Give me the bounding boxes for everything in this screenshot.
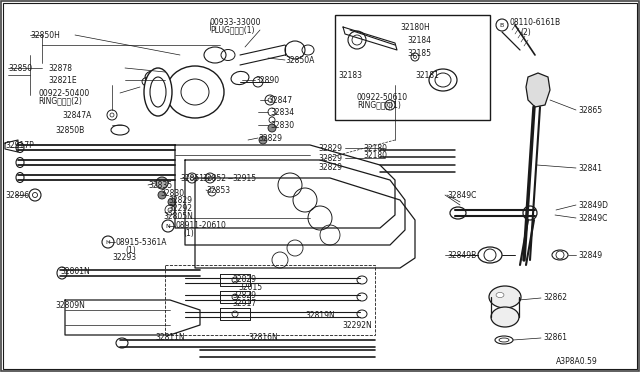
Ellipse shape — [491, 307, 519, 327]
Text: 32850: 32850 — [8, 64, 32, 73]
Text: 32861: 32861 — [543, 334, 567, 343]
Text: 32849C: 32849C — [447, 190, 476, 199]
Bar — [335, 15, 490, 120]
Text: 32847: 32847 — [268, 96, 292, 105]
Ellipse shape — [57, 267, 67, 279]
Ellipse shape — [144, 68, 172, 116]
Text: 32850B: 32850B — [55, 125, 84, 135]
Ellipse shape — [489, 286, 521, 308]
Text: 32847A: 32847A — [62, 110, 92, 119]
Text: 32293: 32293 — [112, 253, 136, 263]
Ellipse shape — [429, 69, 457, 91]
Text: 32015: 32015 — [238, 283, 262, 292]
Text: 32834: 32834 — [270, 108, 294, 116]
Text: 32829: 32829 — [232, 276, 256, 285]
Text: 32180: 32180 — [363, 151, 387, 160]
Ellipse shape — [16, 157, 24, 167]
Text: N: N — [166, 224, 170, 228]
Text: 32184: 32184 — [407, 35, 431, 45]
Text: 08915-5361A: 08915-5361A — [115, 237, 166, 247]
Text: 32183: 32183 — [338, 71, 362, 80]
Circle shape — [156, 177, 168, 189]
Text: 00922-50610: 00922-50610 — [357, 93, 408, 102]
Ellipse shape — [116, 338, 128, 348]
Text: (2): (2) — [520, 28, 531, 36]
Text: 32878: 32878 — [48, 64, 72, 73]
Text: 32819N: 32819N — [305, 311, 335, 320]
Text: 08911-20610: 08911-20610 — [175, 221, 226, 230]
Circle shape — [268, 124, 276, 132]
Ellipse shape — [357, 293, 367, 301]
Text: 32853: 32853 — [206, 186, 230, 195]
Text: 32829: 32829 — [318, 144, 342, 153]
Ellipse shape — [495, 336, 513, 344]
Polygon shape — [526, 73, 550, 107]
Ellipse shape — [552, 250, 568, 260]
Text: 32829: 32829 — [318, 163, 342, 171]
Text: 32292N: 32292N — [342, 321, 372, 330]
Text: 32896: 32896 — [5, 190, 29, 199]
Text: 32917: 32917 — [232, 299, 256, 308]
Ellipse shape — [496, 292, 504, 298]
Text: 32292: 32292 — [168, 203, 192, 212]
Text: 32865: 32865 — [578, 106, 602, 115]
Text: PLUGプラグ(1): PLUGプラグ(1) — [210, 26, 255, 35]
Ellipse shape — [357, 276, 367, 284]
Text: 32851: 32851 — [180, 173, 204, 183]
Text: 32829: 32829 — [168, 196, 192, 205]
Text: 32801N: 32801N — [60, 267, 90, 276]
Text: 32180H: 32180H — [400, 22, 429, 32]
Text: 32850H: 32850H — [30, 31, 60, 39]
Text: 32835: 32835 — [148, 180, 172, 189]
Text: A3P8A0.59: A3P8A0.59 — [556, 357, 598, 366]
Ellipse shape — [478, 247, 502, 263]
Text: 32821E: 32821E — [48, 76, 77, 84]
Ellipse shape — [16, 173, 24, 183]
Text: RINGリング(2): RINGリング(2) — [38, 96, 82, 106]
Text: 32917P: 32917P — [5, 141, 34, 150]
Text: 32829: 32829 — [258, 134, 282, 142]
Bar — [165, 265, 375, 335]
Text: (1): (1) — [125, 246, 136, 254]
Text: H: H — [106, 240, 110, 244]
Circle shape — [158, 191, 166, 199]
Text: 32915: 32915 — [232, 173, 256, 183]
Text: (1): (1) — [183, 228, 194, 237]
Circle shape — [523, 206, 537, 220]
Text: 32830: 32830 — [160, 189, 184, 198]
Text: 32180: 32180 — [363, 144, 387, 153]
Text: 32849B: 32849B — [447, 250, 476, 260]
Text: 32849: 32849 — [578, 250, 602, 260]
Text: 08110-6161B: 08110-6161B — [510, 17, 561, 26]
Text: 32829: 32829 — [232, 292, 256, 301]
Text: 32850A: 32850A — [285, 55, 314, 64]
Text: 32890: 32890 — [255, 76, 279, 84]
Text: 32849C: 32849C — [578, 214, 607, 222]
Ellipse shape — [16, 142, 24, 153]
Text: RINGリング(1): RINGリング(1) — [357, 100, 401, 109]
Text: 32852: 32852 — [202, 173, 226, 183]
Text: 32849D: 32849D — [578, 201, 608, 209]
Text: 32862: 32862 — [543, 294, 567, 302]
Text: 32185: 32185 — [407, 48, 431, 58]
Text: 32841: 32841 — [578, 164, 602, 173]
Circle shape — [259, 136, 267, 144]
Text: 32829: 32829 — [318, 154, 342, 163]
Text: 00922-50400: 00922-50400 — [38, 89, 89, 97]
Text: 00933-33000: 00933-33000 — [210, 17, 262, 26]
Circle shape — [484, 249, 496, 261]
Text: 32181: 32181 — [415, 71, 439, 80]
Ellipse shape — [111, 125, 129, 135]
Text: 32809N: 32809N — [55, 301, 85, 310]
Text: 32816N: 32816N — [248, 333, 278, 341]
Ellipse shape — [357, 310, 367, 318]
Ellipse shape — [450, 207, 466, 219]
Text: 32830: 32830 — [270, 121, 294, 129]
Text: 32811N: 32811N — [155, 333, 184, 341]
Text: B: B — [500, 22, 504, 28]
Text: 32805N: 32805N — [163, 212, 193, 221]
Circle shape — [168, 198, 176, 206]
